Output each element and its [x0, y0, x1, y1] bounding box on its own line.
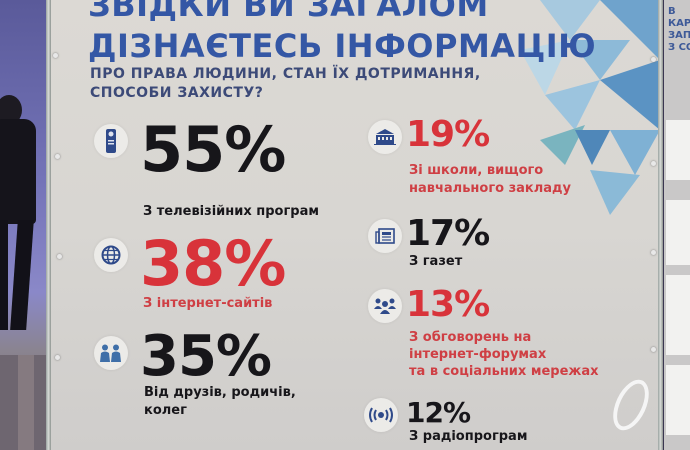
poster-title-line-1: ЗВІДКИ ВИ ЗАГАЛОМ — [88, 0, 489, 24]
stat-label-school-line-1: Зі школи, вищого — [409, 163, 544, 178]
frame-pole-right — [658, 0, 663, 450]
adjacent-poster-card — [666, 365, 690, 435]
rivet — [651, 347, 656, 352]
poster-subtitle-line-1: ПРО ПРАВА ЛЮДИНИ, СТАН ЇХ ДОТРИМАННЯ, — [90, 66, 481, 82]
geometric-pattern — [520, 0, 660, 215]
rivet — [651, 250, 656, 255]
group-icon — [368, 289, 402, 323]
stat-label-school-line-2: навчального закладу — [409, 181, 571, 196]
stat-label-newspapers: З газет — [409, 254, 463, 269]
stat-percent-friends: 35% — [140, 324, 272, 389]
rivet — [53, 53, 58, 58]
person-silhouette — [0, 95, 42, 330]
stat-label-forums-line-3: та в соціальних мережах — [409, 364, 599, 379]
poster-title-line-2: ДІЗНАЄТЕСЬ ІНФОРМАЦІЮ — [88, 27, 597, 65]
stat-percent-school: 19% — [406, 114, 490, 155]
tv-remote-icon — [94, 124, 128, 158]
adjacent-poster-card — [666, 275, 690, 355]
stat-label-forums-line-1: З обговорень на — [409, 330, 532, 345]
globe-icon — [94, 238, 128, 272]
adjacent-poster-card — [666, 200, 690, 265]
adjacent-poster-card — [666, 120, 690, 180]
stat-label-tv: З телевізійних програм — [143, 204, 319, 219]
adjacent-poster-title: В КАРА ЗАПР З СОЦ — [668, 6, 690, 53]
rivet — [57, 254, 62, 259]
stat-percent-radio: 12% — [406, 396, 471, 429]
stat-percent-internet: 38% — [140, 227, 286, 300]
stat-label-radio: З радіопрограм — [409, 429, 528, 444]
rivet — [55, 355, 60, 360]
stat-percent-forums: 13% — [406, 284, 490, 325]
adjacent-poster-panel: В КАРА ЗАПР З СОЦ — [664, 0, 690, 450]
newspaper-icon — [368, 219, 402, 253]
stat-percent-cut-off — [142, 438, 242, 450]
stat-label-internet: З інтернет-сайтів — [143, 296, 273, 311]
stat-percent-newspapers: 17% — [406, 213, 490, 254]
poster-subtitle-line-2: СПОСОБИ ЗАХИСТУ? — [90, 85, 264, 101]
frame-pole-left — [46, 0, 51, 450]
school-building-icon — [368, 120, 402, 154]
radio-broadcast-icon — [364, 398, 398, 432]
stat-label-friends-line-2: колег — [144, 403, 187, 418]
stat-label-forums-line-2: інтернет-форумах — [409, 347, 547, 362]
floor — [0, 355, 48, 450]
rivet — [55, 154, 60, 159]
stat-label-friends-line-1: Від друзів, родичів, — [144, 385, 296, 400]
poster-banner: ЗВІДКИ ВИ ЗАГАЛОМ ДІЗНАЄТЕСЬ ІНФОРМАЦІЮ … — [50, 0, 660, 450]
rivet — [651, 57, 656, 62]
rivet — [651, 161, 656, 166]
stat-percent-tv: 55% — [140, 113, 286, 186]
people-icon — [94, 336, 128, 370]
